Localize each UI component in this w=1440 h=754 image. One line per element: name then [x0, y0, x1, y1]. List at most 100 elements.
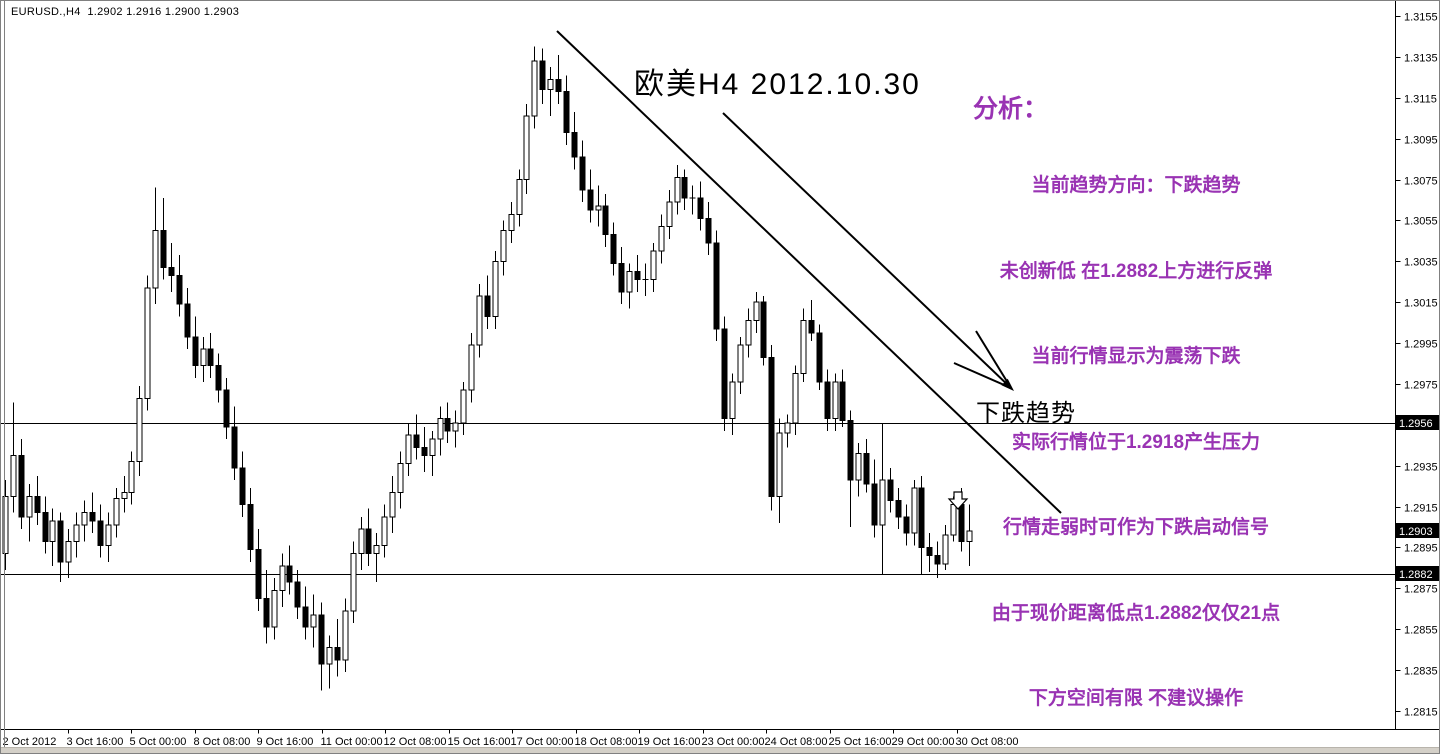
symbol-quote-line: EURUSD.,H4 1.2902 1.2916 1.2900 1.2903	[11, 6, 240, 18]
candle-bullish	[516, 179, 523, 215]
candle-bearish	[563, 91, 570, 134]
analysis-text-block: 当前趋势方向：下跌趋势 未创新低 在1.2882上方进行反弹 当前行情显示为震荡…	[916, 115, 1356, 753]
candle-bearish	[697, 197, 704, 219]
candle-bearish	[444, 418, 451, 432]
candle-bearish	[184, 303, 191, 338]
price-axis-label: 1.3075	[1404, 176, 1438, 188]
candle-bullish	[729, 381, 736, 420]
candle-bearish	[215, 365, 222, 391]
candle-bullish	[279, 565, 286, 591]
candle-bullish	[65, 540, 72, 563]
trendline-2[interactable]	[722, 112, 1012, 389]
candle-bullish	[350, 553, 357, 612]
candle-bullish	[737, 344, 744, 383]
time-axis-label: 17 Oct 00:00	[511, 736, 574, 748]
window-left-border	[4, 1, 5, 753]
candle-bearish	[634, 271, 641, 281]
candle-bearish	[713, 242, 720, 330]
candle-bullish	[666, 201, 673, 228]
arrow-tail-line	[953, 362, 1012, 389]
candle-bullish	[2, 495, 9, 555]
time-axis-label: 15 Oct 16:00	[448, 736, 511, 748]
candle-bearish	[421, 446, 428, 456]
trendline-1[interactable]	[556, 30, 1062, 514]
candle-bullish	[879, 479, 886, 526]
candle-bullish	[10, 454, 17, 497]
candle-bullish	[429, 438, 436, 456]
price-axis-label: 1.2975	[1404, 380, 1438, 392]
time-axis-label: 3 Oct 16:00	[67, 736, 124, 748]
time-axis-label: 12 Oct 08:00	[384, 736, 447, 748]
candle-bullish	[650, 250, 657, 281]
candle-bullish	[468, 344, 475, 391]
level-price-tag: 1.2956	[1399, 418, 1433, 430]
candle-bearish	[223, 389, 230, 428]
candle-bearish	[294, 581, 301, 608]
candle-bearish	[918, 487, 925, 548]
candle-bullish	[508, 213, 515, 232]
candle-bearish	[816, 332, 823, 383]
candle-bullish	[136, 397, 143, 463]
candle-bullish	[105, 524, 112, 546]
downtrend-label: 下跌趋势	[976, 400, 1076, 427]
candle-bullish	[460, 389, 467, 424]
candle-bearish	[934, 555, 941, 565]
candle-bullish	[595, 205, 602, 211]
price-axis-label: 1.3035	[1404, 257, 1438, 269]
candle-bearish	[863, 452, 870, 485]
candle-bearish	[168, 266, 175, 277]
candle-bullish	[658, 226, 665, 252]
chart-title: 欧美H4 2012.10.30	[634, 68, 921, 101]
candle-bearish	[602, 205, 609, 236]
candle-bullish	[753, 301, 760, 322]
candle-bullish	[128, 461, 135, 493]
time-axis-label: 25 Oct 16:00	[829, 736, 892, 748]
time-axis-label: 8 Oct 08:00	[194, 736, 251, 748]
candle-bearish	[263, 598, 270, 628]
time-axis-label: 19 Oct 16:00	[638, 736, 701, 748]
candle-bearish	[839, 381, 846, 422]
time-axis-label: 30 Oct 08:00	[956, 736, 1019, 748]
candle-bearish	[334, 647, 341, 661]
candle-bullish	[121, 491, 128, 499]
time-axis-label: 23 Oct 00:00	[702, 736, 765, 748]
candle-bearish	[926, 546, 933, 557]
current-price-tag-bg	[1396, 523, 1439, 538]
candle-bullish	[911, 487, 918, 534]
candle-bearish	[176, 275, 183, 305]
down-arrow-marker-icon	[947, 491, 969, 510]
level-price-tag-bg	[1396, 566, 1439, 581]
candle-bullish	[373, 544, 380, 555]
candle-bearish	[160, 230, 167, 268]
price-axis-label: 1.3115	[1404, 94, 1437, 106]
candle-bearish	[903, 516, 910, 534]
candle-bearish	[255, 549, 262, 600]
price-axis-label: 1.2815	[1404, 707, 1438, 719]
candle-bearish	[618, 262, 625, 293]
time-axis-label: 18 Oct 08:00	[575, 736, 638, 748]
analysis-line: 下方空间有限 不建议操作	[1028, 688, 1244, 709]
candle-bearish	[231, 426, 238, 469]
price-axis-label: 1.3055	[1404, 216, 1438, 228]
candle-bearish	[192, 336, 199, 367]
candle-bullish	[966, 530, 973, 542]
analysis-heading: 分析：	[973, 95, 1049, 123]
candle-bearish	[34, 495, 41, 514]
analysis-line: 当前行情显示为震荡下跌	[1031, 346, 1241, 367]
candle-bullish	[342, 610, 349, 661]
candle-bearish	[365, 528, 372, 555]
candle-bearish	[824, 381, 831, 420]
candle-bullish	[271, 589, 278, 628]
candle-bearish	[721, 328, 728, 420]
candle-bullish	[437, 418, 444, 440]
candle-bearish	[705, 217, 712, 244]
level-price-tag: 1.2882	[1399, 569, 1433, 581]
time-axis-label: 9 Oct 16:00	[257, 736, 314, 748]
analysis-line: 行情走弱时可作为下跌启动信号	[1002, 517, 1269, 538]
candle-bullish	[73, 524, 80, 542]
time-axis-label: 29 Oct 00:00	[892, 736, 955, 748]
arrow-tail-line	[975, 330, 1012, 389]
candle-bullish	[397, 463, 404, 493]
